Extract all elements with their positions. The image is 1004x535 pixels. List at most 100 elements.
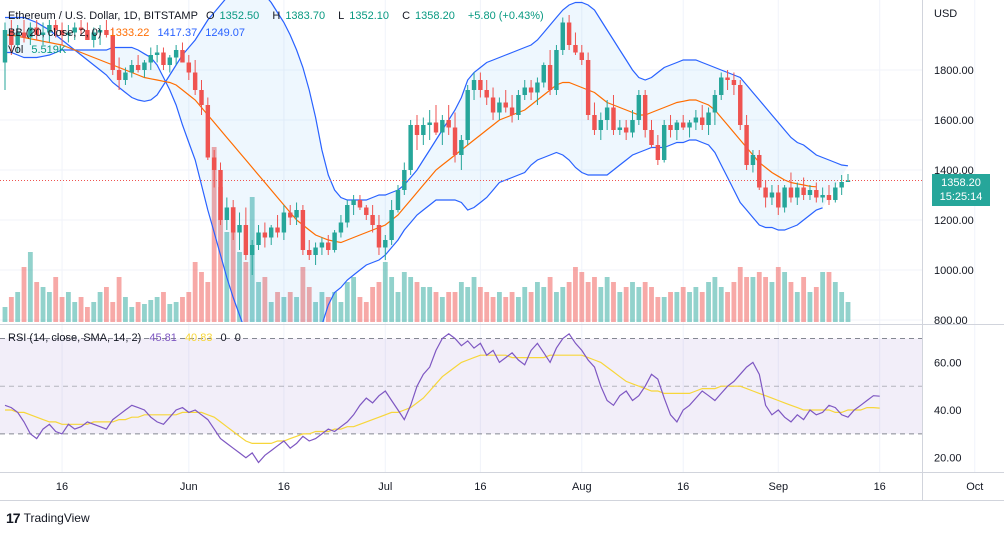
candle-body [326, 242, 331, 250]
candle [186, 55, 192, 80]
bb-label: BB (20, close, 2, 0) [8, 27, 102, 39]
candle [148, 47, 154, 70]
candle [135, 55, 141, 73]
candle [699, 105, 705, 130]
volume-bar [78, 297, 84, 322]
volume-bar [750, 277, 756, 322]
candle-body [782, 187, 787, 208]
candle-body [72, 27, 77, 33]
volume-bar [300, 267, 306, 322]
candle [471, 72, 477, 100]
price-tick-label: 1000.00 [934, 265, 974, 277]
volume-bar [541, 287, 547, 322]
volume-bar [319, 292, 325, 322]
candle [256, 225, 261, 250]
candle [319, 237, 325, 255]
candle [573, 32, 578, 55]
bb-lower-value: 1249.07 [205, 27, 246, 39]
candle [427, 110, 432, 140]
candle [592, 102, 597, 135]
rsi-extra-1: 0 [220, 332, 227, 344]
volume-bar [395, 292, 401, 322]
high-label: H [272, 10, 281, 22]
candle-body [655, 145, 661, 160]
volume-bar [427, 287, 433, 322]
candle-body [573, 45, 578, 53]
candle [655, 135, 661, 165]
candle [649, 120, 654, 148]
candle-body [180, 50, 185, 63]
candle-body [389, 210, 394, 240]
candle-body [205, 105, 211, 158]
volume-bar [655, 297, 661, 322]
candle-body [674, 122, 680, 130]
bb-lower-line [5, 46, 823, 322]
volume-bar [8, 297, 14, 322]
candle [2, 22, 8, 90]
bb-fill [5, 0, 848, 322]
volume-bar [813, 287, 819, 322]
candle-body [541, 65, 546, 83]
candle [313, 242, 318, 265]
volume-bar [744, 277, 749, 322]
volume-bar [65, 292, 71, 322]
volume-bar [205, 282, 211, 322]
candle [674, 120, 680, 140]
tradingview-branding[interactable]: 17 TradingView [6, 510, 90, 526]
candle [738, 80, 743, 130]
candle-body [719, 77, 724, 95]
candle-body [224, 207, 230, 220]
candle [85, 22, 90, 40]
candle [351, 195, 356, 215]
candle [421, 117, 426, 145]
candle-body [535, 82, 540, 93]
volume-bar [604, 277, 610, 322]
candle-body [110, 35, 115, 70]
candle-body [230, 207, 236, 233]
candle [554, 45, 559, 95]
candle-body [814, 190, 819, 198]
candle-body [598, 120, 604, 130]
candle [268, 225, 274, 245]
candle [395, 185, 401, 213]
candles [2, 15, 851, 275]
candle-body [522, 87, 527, 95]
candle-body [275, 227, 280, 233]
bb-basis-line [5, 34, 817, 244]
candle [332, 230, 337, 253]
candle [820, 187, 825, 203]
candle-body [129, 65, 134, 73]
candle [262, 222, 268, 248]
time-tick-label: 16 [474, 481, 486, 493]
candle-body [91, 32, 96, 40]
candle-body [85, 30, 90, 40]
volume-bar [452, 292, 458, 322]
volume-bar [59, 297, 65, 322]
symbol-legend: Ethereum / U.S. Dollar, 1D, BITSTAMP O 13… [8, 10, 549, 22]
candle-body [142, 62, 147, 70]
candle-body [199, 90, 204, 105]
candle-body [738, 85, 743, 125]
volume-bar [370, 287, 376, 322]
candle [725, 70, 730, 90]
candle [237, 212, 242, 250]
candle-body [801, 187, 806, 195]
candle-body [446, 120, 451, 128]
candle-body [560, 22, 565, 50]
volume-bar [566, 282, 572, 322]
candle-body [383, 240, 388, 248]
rsi-pane [0, 332, 922, 464]
candle-body [186, 62, 192, 73]
last-price-tag: 1358.20 15:25:14 [932, 174, 990, 206]
volume-bar [668, 292, 673, 322]
candle [288, 205, 293, 225]
volume-bar [313, 302, 318, 322]
rsi-legend: RSI (14, close, SMA, 14, 2) 45.81 40.83 … [8, 332, 246, 344]
volume-bar [420, 287, 426, 322]
candle-body [516, 95, 521, 115]
volume-bar [408, 277, 414, 322]
volume-bar [34, 282, 40, 322]
volume-bar [737, 267, 743, 322]
volume-bar [344, 282, 350, 322]
